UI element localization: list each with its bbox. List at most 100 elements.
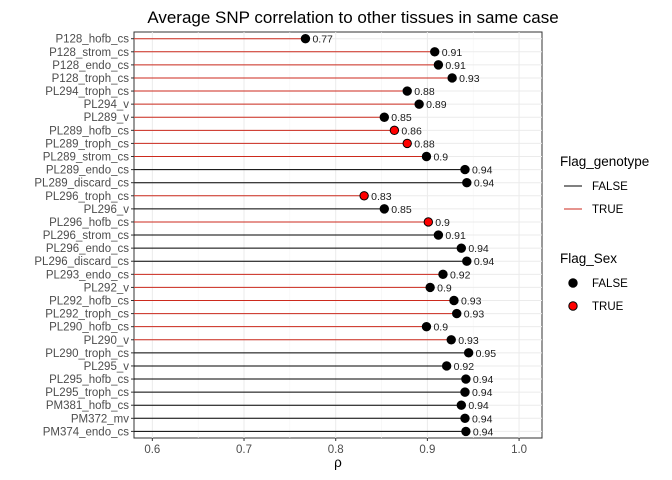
y-tick-label: PL289_discard_cs: [34, 178, 129, 190]
y-tick-label: PL294_troph_cs: [45, 86, 129, 98]
data-label: 0.9: [433, 152, 448, 164]
y-tick-label: PL290_v: [84, 335, 130, 347]
data-point: [379, 112, 390, 122]
y-tick-label: PL295_v: [84, 361, 130, 373]
data-point: [463, 348, 474, 358]
data-label: 0.85: [391, 112, 412, 124]
y-tick-label: PL294_v: [84, 99, 130, 111]
legend-entry-label: FALSE: [592, 278, 628, 290]
data-point: [462, 256, 472, 266]
y-tick-label: PL289_v: [84, 112, 130, 124]
data-label: 0.94: [468, 243, 489, 255]
y-tick-label: PL289_strom_cs: [43, 152, 130, 164]
data-point: [433, 230, 444, 240]
data-point: [452, 308, 462, 319]
y-tick-label: PM372_mv: [71, 413, 129, 425]
data-point: [402, 138, 412, 149]
data-label: 0.9: [435, 217, 450, 229]
data-label: 0.91: [445, 230, 466, 242]
data-point: [460, 387, 470, 397]
legend-entry-label: FALSE: [592, 181, 628, 193]
data-point: [430, 47, 440, 57]
data-label: 0.94: [472, 165, 493, 177]
y-tick-label: PL292_troph_cs: [45, 309, 129, 321]
data-label: 0.88: [414, 86, 435, 98]
data-label: 0.94: [474, 178, 495, 190]
data-point: [462, 177, 472, 188]
x-axis-title: ρ: [334, 455, 342, 470]
y-tick-label: PM381_hofb_cs: [46, 400, 129, 412]
data-point: [423, 217, 434, 227]
y-tick-label: PL289_endo_cs: [46, 165, 129, 177]
x-tick-label: 0.8: [328, 444, 344, 456]
data-point: [456, 400, 467, 410]
y-tick-label: PL296_troph_cs: [45, 191, 129, 203]
data-point: [461, 426, 471, 437]
data-label: 0.89: [426, 99, 447, 111]
data-point: [359, 191, 369, 201]
data-label: 0.93: [464, 309, 485, 321]
data-label: 0.93: [458, 335, 479, 347]
legend-title: Flag_genotype: [560, 154, 649, 169]
y-tick-label: PL296_hofb_cs: [49, 217, 129, 229]
y-tick-label: PL289_hofb_cs: [49, 125, 129, 137]
legend-entry-label: TRUE: [592, 204, 624, 216]
y-tick-label: PL296_strom_cs: [43, 230, 130, 242]
data-point: [438, 269, 448, 280]
data-marks: 0.770.910.910.930.880.890.850.860.880.90…: [134, 34, 497, 438]
data-label: 0.94: [468, 400, 489, 412]
data-label: 0.93: [459, 73, 480, 85]
data-label: 0.93: [461, 296, 482, 308]
data-label: 0.91: [445, 60, 466, 72]
legend: Flag_genotype FALSE TRUE Flag_Sex FALSE TRUE: [560, 154, 649, 313]
legend-key-point: [568, 278, 578, 288]
x-tick-label: 0.7: [236, 444, 252, 456]
data-label: 0.9: [437, 282, 452, 294]
y-tick-label: P128_hofb_cs: [55, 34, 129, 46]
data-point: [433, 60, 444, 70]
data-point: [460, 164, 470, 175]
x-tick-label: 0.9: [419, 444, 435, 456]
data-label: 0.91: [442, 47, 463, 59]
chart-title: Average SNP correlation to other tissues…: [147, 8, 558, 27]
data-label: 0.92: [450, 269, 471, 281]
y-tick-label: PL296_v: [84, 204, 130, 216]
data-label: 0.88: [414, 138, 435, 150]
data-label: 0.94: [472, 387, 493, 399]
y-axis: P128_hofb_csP128_strom_csP128_endo_csP12…: [34, 34, 134, 438]
legend-entry-label: TRUE: [592, 301, 624, 313]
y-tick-label: PL293_endo_cs: [46, 269, 129, 281]
data-label: 0.85: [391, 204, 412, 216]
data-label: 0.9: [433, 322, 448, 334]
y-tick-label: P128_endo_cs: [52, 60, 129, 72]
data-label: 0.94: [472, 413, 493, 425]
legend-key-point: [568, 301, 578, 311]
data-label: 0.95: [476, 348, 497, 360]
data-point: [460, 413, 470, 424]
data-point: [461, 374, 471, 384]
data-point: [414, 99, 424, 109]
data-point: [402, 86, 412, 96]
y-tick-label: PM374_endo_cs: [43, 426, 130, 438]
y-tick-label: PL290_troph_cs: [45, 348, 129, 360]
y-tick-label: PL290_hofb_cs: [49, 322, 129, 334]
data-point: [447, 73, 457, 83]
data-label: 0.92: [454, 361, 475, 373]
y-tick-label: PL292_hofb_cs: [49, 296, 129, 308]
data-label: 0.94: [473, 426, 494, 438]
y-tick-label: P128_troph_cs: [52, 73, 130, 85]
data-label: 0.77: [312, 34, 333, 46]
data-point: [421, 321, 432, 332]
x-axis: 0.6 0.7 0.8 0.9 1.0: [144, 438, 527, 456]
data-point: [379, 204, 390, 214]
y-tick-label: PL295_troph_cs: [45, 387, 129, 399]
data-label: 0.94: [473, 374, 494, 386]
data-label: 0.86: [401, 125, 422, 137]
y-tick-label: PL289_troph_cs: [45, 138, 129, 150]
legend-title: Flag_Sex: [560, 251, 617, 266]
y-tick-label: P128_strom_cs: [49, 47, 129, 59]
data-label: 0.94: [474, 256, 495, 268]
data-point: [300, 34, 311, 44]
data-point: [425, 282, 435, 293]
